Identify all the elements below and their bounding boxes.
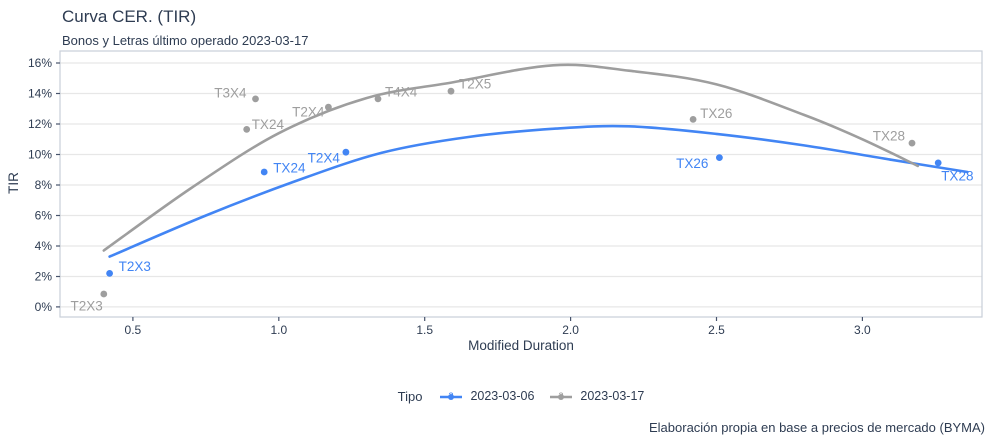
data-point-T2X3 <box>100 290 108 298</box>
point-label-TX28: TX28 <box>873 129 905 144</box>
legend-label: 2023-03-06 <box>470 389 535 403</box>
x-tick-label: 1.0 <box>270 323 287 337</box>
y-tick-label: 2% <box>35 270 53 284</box>
panel-border <box>59 50 983 318</box>
data-point-TX26 <box>716 154 723 162</box>
data-point-TX24 <box>260 168 268 176</box>
data-point-T2X4 <box>325 103 332 111</box>
chart-subtitle: Bonos y Letras último operado 2023-03-17 <box>62 33 309 48</box>
x-tick-label: 3.0 <box>854 323 871 337</box>
x-tick-label: 2.0 <box>562 323 579 337</box>
data-point-T3X4 <box>252 95 259 103</box>
y-tick-label: 8% <box>35 178 53 192</box>
data-point-TX26 <box>689 116 697 123</box>
point-label-T2X5: T2X5 <box>459 77 491 92</box>
y-tick-label: 10% <box>28 148 52 162</box>
y-tick-label: 12% <box>28 117 52 131</box>
y-axis-title: TIR <box>6 172 21 194</box>
chart-title: Curva CER. (TIR) <box>62 7 197 26</box>
x-tick-label: 1.5 <box>416 323 433 337</box>
y-axis: 0% 2% 4% 6% 8% 10% 12% 14% 16% <box>28 56 60 314</box>
legend-title: Tipo <box>397 388 423 404</box>
data-point-T4X4 <box>374 95 382 103</box>
legend-key-icon: a <box>440 390 463 401</box>
point-label-TX24: TX24 <box>273 161 306 176</box>
svg-text:a: a <box>559 390 565 401</box>
legend-item-2023-03-06: a 2023-03-06 <box>438 387 534 405</box>
point-label-T2X3: T2X3 <box>71 299 103 314</box>
gridlines <box>60 62 982 308</box>
data-point-T2X5 <box>447 87 455 95</box>
legend-key-icon: a <box>550 390 573 401</box>
y-tick-label: 0% <box>35 300 53 314</box>
y-tick-label: 6% <box>35 209 53 223</box>
point-label-TX26: TX26 <box>700 106 732 121</box>
point-label-T2X3: T2X3 <box>119 259 151 274</box>
svg-text:a: a <box>449 390 455 401</box>
data-point-TX28 <box>908 139 916 147</box>
series-2023-03-17: T2X3 TX24 T3X4 T2X4 T4X4 T2X5 TX26 TX28 <box>71 63 920 314</box>
data-point-T2X4 <box>342 148 350 156</box>
point-label-TX26: TX26 <box>676 156 708 171</box>
y-tick-label: 14% <box>28 87 52 101</box>
point-label-TX28: TX28 <box>941 168 973 183</box>
y-tick-label: 16% <box>28 56 52 70</box>
trend-line-2023-03-06 <box>108 124 969 258</box>
data-point-TX28 <box>934 159 942 167</box>
x-tick-label: 0.5 <box>125 323 142 337</box>
point-label-T2X4: T2X4 <box>292 105 325 120</box>
chart-legend: Tipo a 2023-03-06 a 2023-03-17 <box>60 385 982 407</box>
legend-item-2023-03-17: a 2023-03-17 <box>548 387 644 405</box>
trend-line-2023-03-17 <box>102 63 920 252</box>
data-point-T2X3 <box>106 270 113 277</box>
x-axis-title: Modified Duration <box>468 338 574 353</box>
point-label-TX24: TX24 <box>252 117 285 132</box>
footer-credit: Elaboración propia en base a precios de … <box>648 420 985 435</box>
y-tick-label: 4% <box>35 239 53 253</box>
point-label-T2X4: T2X4 <box>308 151 341 166</box>
data-point-TX24 <box>243 125 251 133</box>
legend-label: 2023-03-17 <box>580 389 645 403</box>
x-axis: 0.5 1.0 1.5 2.0 2.5 3.0 <box>125 317 871 337</box>
point-label-T3X4: T3X4 <box>214 85 247 100</box>
x-tick-label: 2.5 <box>708 323 725 337</box>
point-label-T4X4: T4X4 <box>385 84 418 99</box>
